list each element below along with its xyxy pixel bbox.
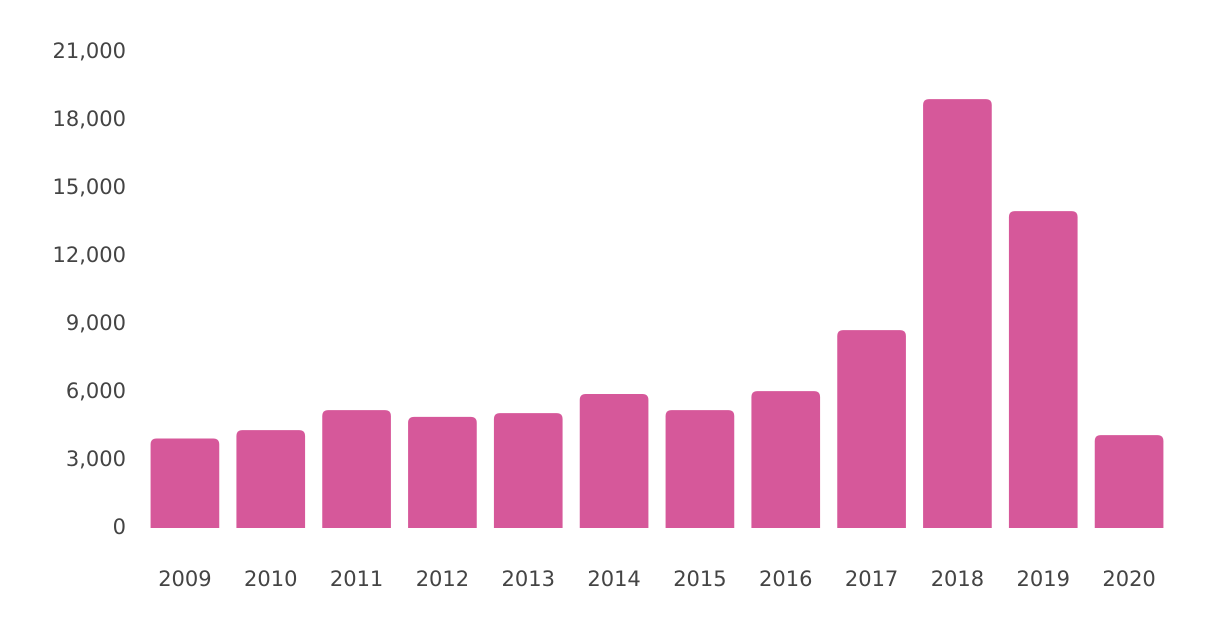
y-tick-label: 18,000 — [53, 107, 126, 131]
bar — [236, 430, 306, 528]
y-tick-label: 0 — [113, 515, 126, 539]
bar — [493, 413, 563, 528]
bar — [665, 410, 735, 528]
bar — [579, 394, 649, 528]
y-tick-label: 6,000 — [66, 379, 126, 403]
bar — [1008, 211, 1078, 528]
x-tick-label: 2010 — [244, 567, 297, 591]
bar — [408, 416, 477, 528]
x-tick-label: 2014 — [587, 567, 640, 591]
x-tick-label: 2018 — [931, 567, 984, 591]
bar — [322, 410, 391, 528]
x-tick-label: 2017 — [845, 567, 898, 591]
x-tick-label: 2015 — [673, 567, 726, 591]
x-tick-label: 2009 — [158, 567, 211, 591]
x-tick-label: 2016 — [759, 567, 812, 591]
x-tick-label: 2011 — [330, 567, 383, 591]
bar — [1094, 435, 1164, 528]
bar — [150, 438, 220, 528]
x-tick-label: 2020 — [1102, 567, 1155, 591]
x-tick-label: 2019 — [1017, 567, 1070, 591]
x-tick-label: 2012 — [416, 567, 469, 591]
y-tick-label: 3,000 — [66, 447, 126, 471]
y-tick-label: 9,000 — [66, 311, 126, 335]
bar — [751, 391, 821, 528]
bar — [923, 99, 992, 528]
y-tick-label: 12,000 — [53, 243, 126, 267]
y-tick-label: 21,000 — [53, 39, 126, 63]
y-tick-label: 15,000 — [53, 175, 126, 199]
bar — [837, 330, 906, 528]
x-tick-label: 2013 — [502, 567, 555, 591]
